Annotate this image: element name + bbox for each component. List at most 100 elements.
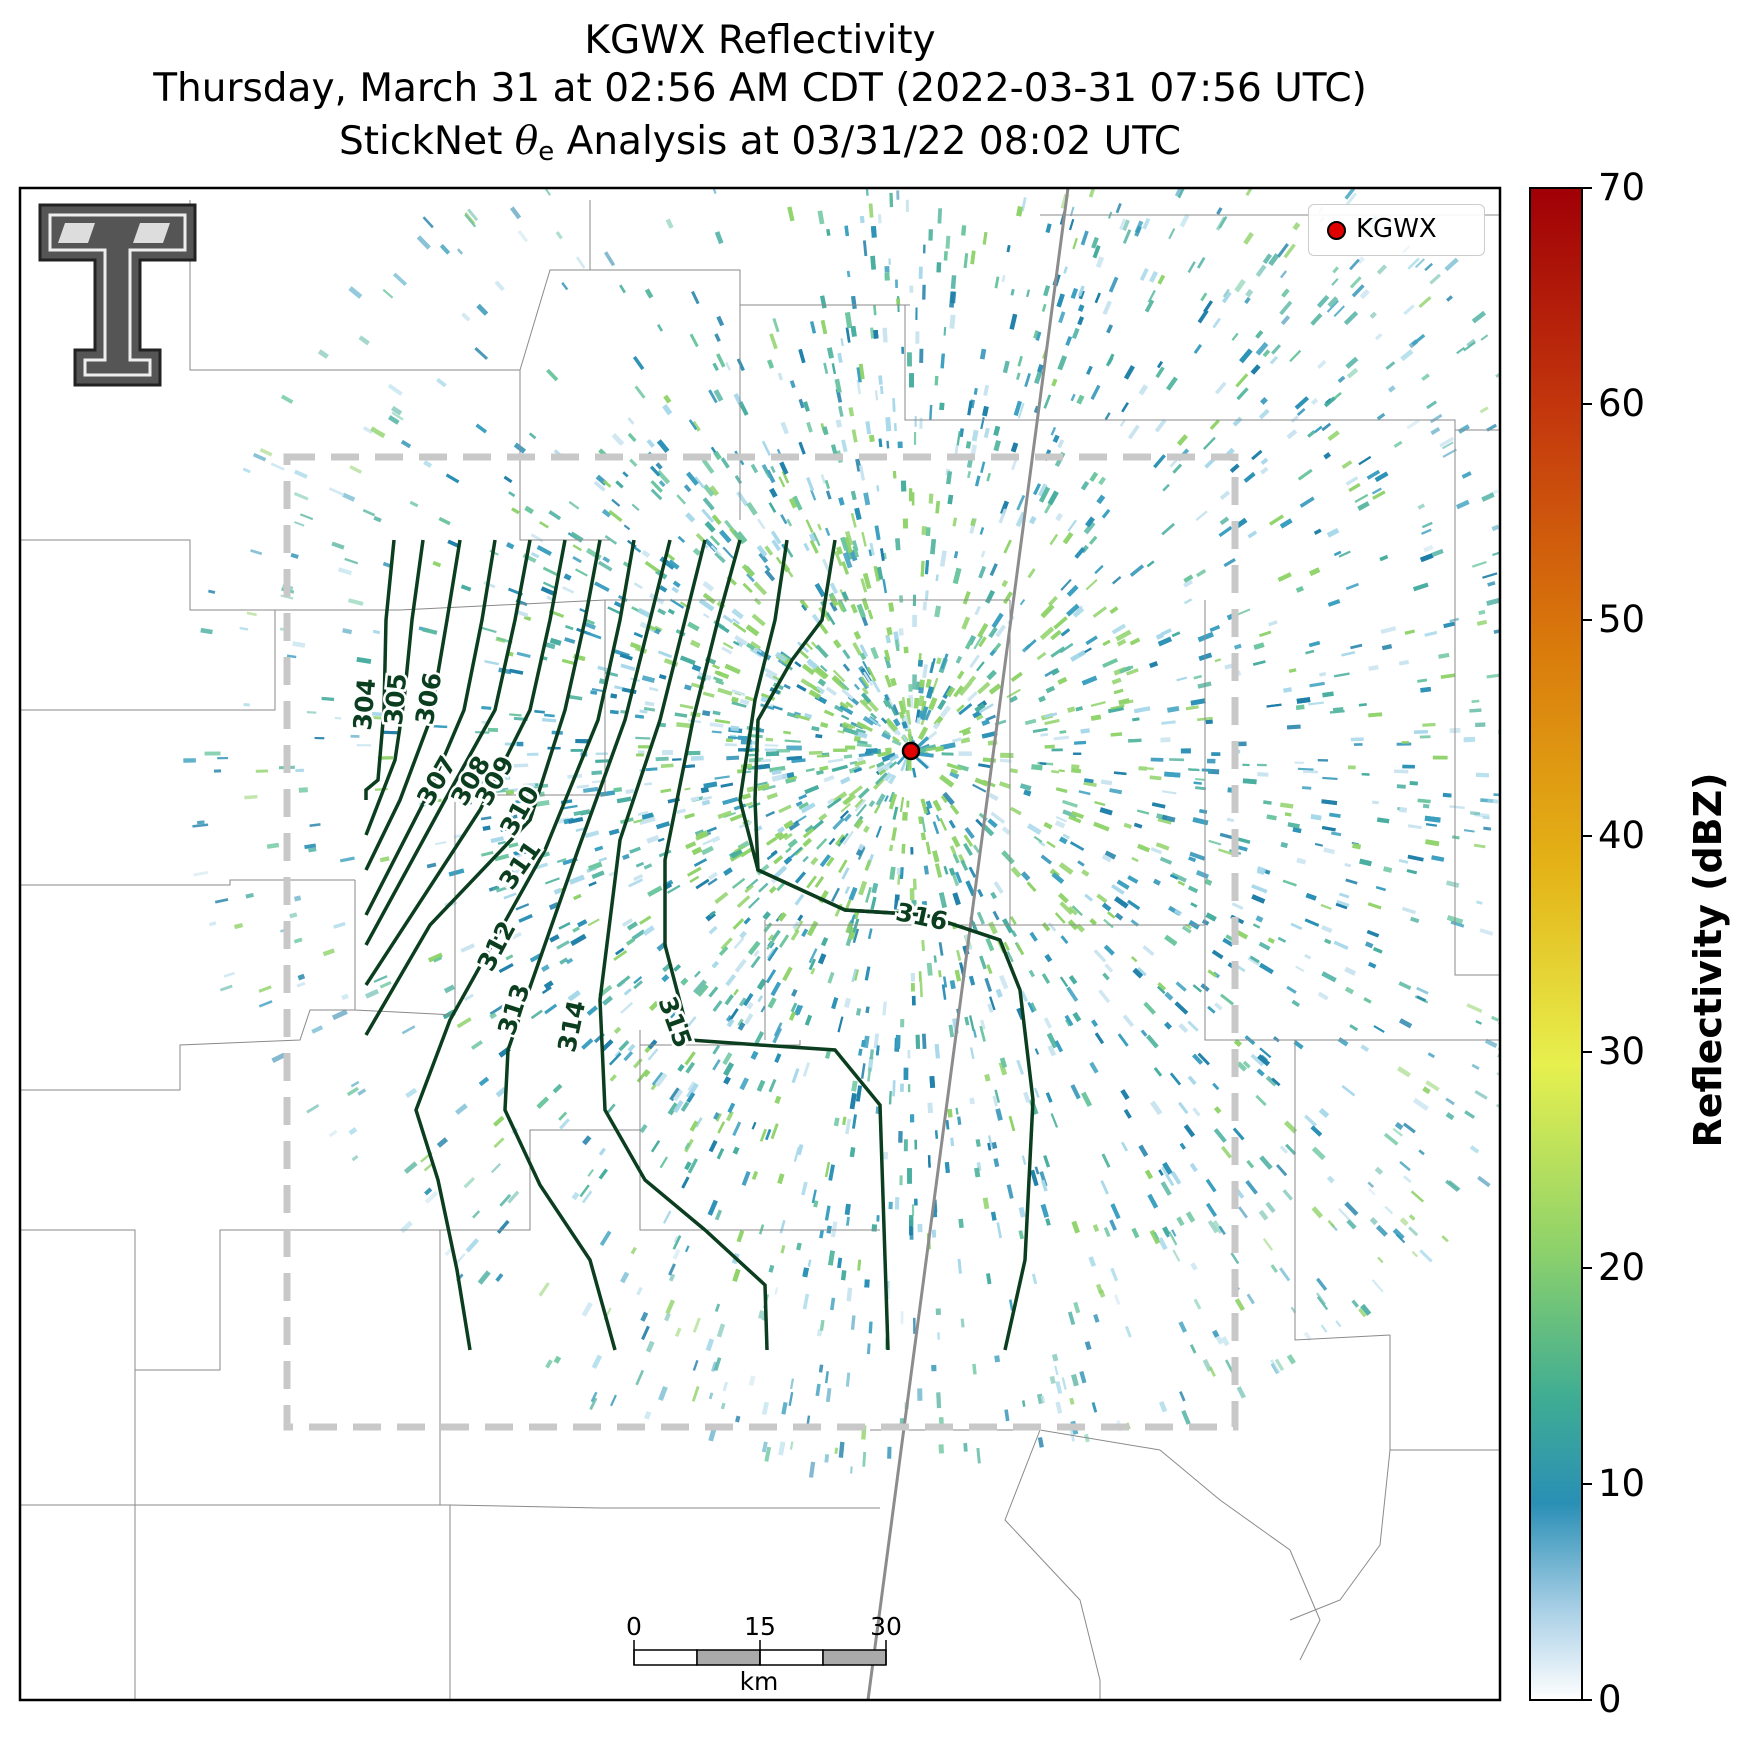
reflectivity-gate xyxy=(562,586,575,594)
reflectivity-gate xyxy=(341,993,349,1001)
reflectivity-gate xyxy=(814,685,825,695)
reflectivity-gate xyxy=(255,769,269,773)
reflectivity-gate xyxy=(1040,603,1055,619)
reflectivity-gate xyxy=(663,1210,672,1224)
reflectivity-gate xyxy=(675,1327,682,1338)
reflectivity-gate xyxy=(1001,579,1009,588)
reflectivity-gate xyxy=(1060,935,1069,944)
reflectivity-gate xyxy=(795,800,803,807)
reflectivity-gate xyxy=(1067,1311,1076,1326)
reflectivity-gate xyxy=(505,790,514,795)
reflectivity-gate xyxy=(783,730,791,735)
reflectivity-gate xyxy=(851,1080,858,1092)
reflectivity-gate xyxy=(1118,698,1130,705)
reflectivity-gate xyxy=(1474,1089,1488,1100)
reflectivity-gate xyxy=(1486,597,1500,606)
reflectivity-gate xyxy=(513,868,522,875)
reflectivity-gate xyxy=(870,255,876,270)
reflectivity-gate xyxy=(848,407,855,417)
reflectivity-gate xyxy=(1327,296,1339,308)
reflectivity-gate xyxy=(1114,912,1124,921)
reflectivity-gate xyxy=(591,687,605,693)
reflectivity-gate xyxy=(1023,1091,1031,1103)
reflectivity-gate xyxy=(1479,928,1494,936)
reflectivity-gate xyxy=(1218,215,1228,229)
reflectivity-gate xyxy=(999,758,1012,763)
reflectivity-gate xyxy=(619,1042,628,1051)
reflectivity-gate xyxy=(647,885,663,897)
reflectivity-gate xyxy=(1314,842,1324,847)
reflectivity-gate xyxy=(926,962,933,976)
reflectivity-gate xyxy=(1093,1314,1100,1323)
reflectivity-gate xyxy=(813,1200,819,1208)
reflectivity-gate xyxy=(848,785,863,798)
reflectivity-gate xyxy=(1285,1143,1297,1156)
reflectivity-gate xyxy=(1294,761,1304,764)
reflectivity-gate xyxy=(714,775,730,780)
reflectivity-gate xyxy=(1101,508,1111,519)
reflectivity-gate xyxy=(1122,219,1130,231)
reflectivity-gate xyxy=(1499,745,1500,750)
reflectivity-gate xyxy=(772,318,780,333)
reflectivity-gate xyxy=(988,1135,993,1148)
reflectivity-gate xyxy=(1438,652,1450,659)
reflectivity-gate xyxy=(1445,1097,1455,1106)
reflectivity-gate xyxy=(1280,841,1289,849)
reflectivity-gate xyxy=(1236,1061,1247,1072)
reflectivity-gate xyxy=(844,886,850,895)
reflectivity-gate xyxy=(722,641,734,650)
reflectivity-gate xyxy=(1464,1110,1475,1119)
reflectivity-gate xyxy=(696,983,709,997)
reflectivity-gate xyxy=(1338,550,1351,558)
reflectivity-gate xyxy=(664,1312,671,1322)
reflectivity-gate xyxy=(722,614,734,624)
reflectivity-gate xyxy=(1146,767,1154,770)
reflectivity-gate xyxy=(507,1190,520,1204)
reflectivity-gate xyxy=(856,367,862,383)
reflectivity-gate xyxy=(736,1230,745,1243)
reflectivity-gate xyxy=(1073,752,1082,755)
reflectivity-gate xyxy=(984,1073,991,1082)
reflectivity-gate xyxy=(897,441,903,449)
reflectivity-gate xyxy=(810,321,817,334)
reflectivity-gate xyxy=(984,977,993,992)
reflectivity-gate xyxy=(999,1057,1008,1068)
reflectivity-gate xyxy=(849,760,858,765)
reflectivity-gate xyxy=(1059,836,1068,845)
reflectivity-gate xyxy=(1068,815,1082,824)
reflectivity-gate xyxy=(945,1120,950,1130)
reflectivity-gate xyxy=(1001,826,1012,836)
reflectivity-gate xyxy=(620,1271,630,1284)
reflectivity-gate xyxy=(1449,617,1460,623)
reflectivity-gate xyxy=(852,545,859,558)
reflectivity-gate xyxy=(876,485,880,492)
reflectivity-gate xyxy=(1149,1229,1161,1245)
reflectivity-gate xyxy=(1028,969,1035,978)
reflectivity-gate xyxy=(828,1250,835,1266)
reflectivity-gate xyxy=(1034,370,1043,385)
reflectivity-gate xyxy=(768,885,777,894)
reflectivity-gate xyxy=(1157,817,1172,825)
reflectivity-gate xyxy=(1392,1127,1403,1137)
reflectivity-gate xyxy=(1422,803,1430,809)
reflectivity-gate xyxy=(494,280,505,292)
reflectivity-gate xyxy=(1418,1149,1425,1156)
reflectivity-gate xyxy=(598,1147,606,1156)
reflectivity-gate xyxy=(729,812,745,822)
reflectivity-gate xyxy=(1375,333,1383,341)
reflectivity-gate xyxy=(955,655,963,664)
reflectivity-gate xyxy=(1043,1017,1053,1029)
reflectivity-gate xyxy=(1185,1211,1196,1223)
reflectivity-gate xyxy=(1213,1002,1223,1011)
reflectivity-gate xyxy=(1292,827,1302,834)
reflectivity-gate xyxy=(1421,528,1432,535)
reflectivity-gate xyxy=(635,1369,644,1386)
reflectivity-gate xyxy=(861,616,869,627)
reflectivity-gate xyxy=(1147,289,1156,303)
reflectivity-gate xyxy=(1195,786,1207,791)
reflectivity-gate xyxy=(242,467,251,474)
reflectivity-gate xyxy=(1001,275,1006,283)
reflectivity-gate xyxy=(1269,355,1279,365)
reflectivity-gate xyxy=(977,622,989,638)
reflectivity-gate xyxy=(812,819,824,831)
